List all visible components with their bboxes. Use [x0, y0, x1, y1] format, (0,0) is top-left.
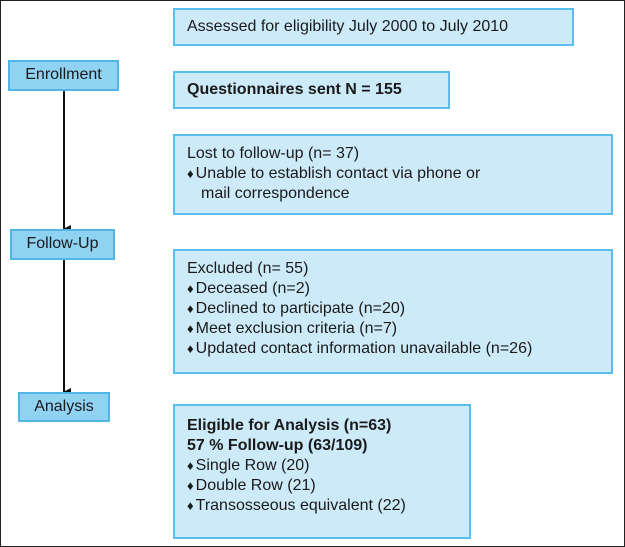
stage-analysis: Analysis	[18, 392, 110, 422]
lost-item-cont: mail correspondence	[201, 185, 350, 202]
lost-item: Unable to establish contact via phone or	[187, 164, 599, 184]
excluded-item: Updated contact information unavailable …	[187, 339, 599, 359]
eligible-item: Transosseous equivalent (22)	[187, 496, 457, 516]
eligible-title: Eligible for Analysis (n=63)	[187, 417, 392, 434]
questionnaires-box: Questionnaires sent N = 155	[173, 71, 450, 109]
lost-title: Lost to follow-up (n= 37)	[187, 145, 360, 162]
excluded-title: Excluded (n= 55)	[187, 260, 309, 277]
excluded-box: Excluded (n= 55) Deceased (n=2) Declined…	[173, 249, 613, 374]
eligible-item: Single Row (20)	[187, 456, 457, 476]
lost-box: Lost to follow-up (n= 37) Unable to esta…	[173, 134, 613, 215]
excluded-item: Declined to participate (n=20)	[187, 299, 599, 319]
eligible-box: Eligible for Analysis (n=63) 57 % Follow…	[173, 404, 471, 539]
assessed-box: Assessed for eligibility July 2000 to Ju…	[173, 8, 574, 46]
stage-enrollment: Enrollment	[8, 60, 119, 91]
eligible-item: Double Row (21)	[187, 476, 457, 496]
stage-follow-up: Follow-Up	[10, 229, 115, 260]
eligible-subtitle: 57 % Follow-up (63/109)	[187, 437, 368, 454]
excluded-item: Meet exclusion criteria (n=7)	[187, 319, 599, 339]
excluded-item: Deceased (n=2)	[187, 279, 599, 299]
